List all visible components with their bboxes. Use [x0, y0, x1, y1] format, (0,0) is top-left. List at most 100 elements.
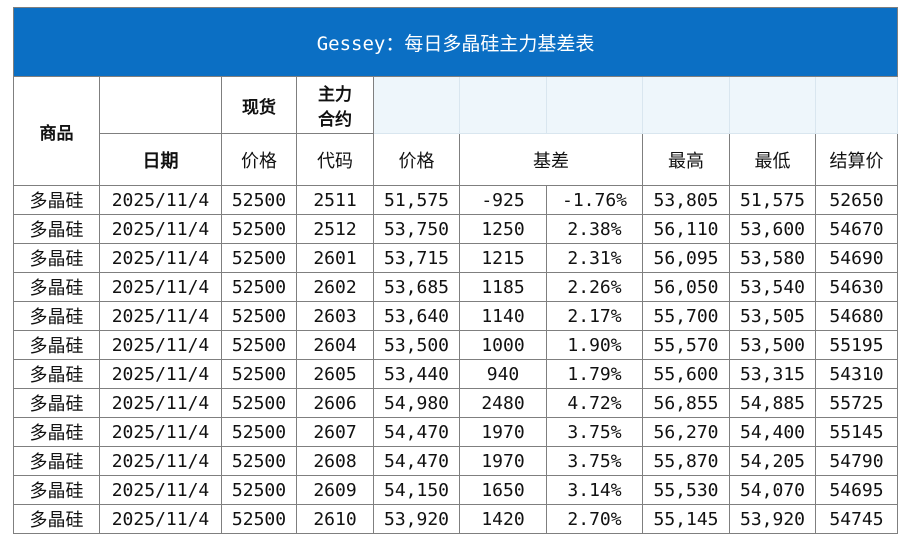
header-basis: 基差	[459, 133, 643, 186]
table-body: 多晶硅 2025/11/4 52500 2511 51,575 -925 -1.76% 53,…	[13, 185, 899, 534]
low-cell: 53,920	[729, 504, 816, 534]
basis-pct-cell: 2.31%	[546, 243, 643, 273]
date-cell: 2025/11/4	[99, 359, 222, 389]
contract-code-cell: 2605	[296, 359, 374, 389]
spot-price-cell: 52500	[221, 504, 297, 534]
table-row: 多晶硅 2025/11/4 52500 2512 53,750 1250 2.38% 56,1…	[13, 214, 899, 244]
product-cell: 多晶硅	[13, 417, 100, 447]
basis-pct-cell: 3.75%	[546, 417, 643, 447]
low-cell: 53,500	[729, 330, 816, 360]
basis-pct-cell: 1.79%	[546, 359, 643, 389]
contract-code-cell: 2512	[296, 214, 374, 244]
settle-cell: 55145	[814, 417, 899, 447]
high-cell: 55,600	[642, 359, 730, 389]
header-main-contract: 主力 合约	[296, 76, 374, 134]
basis-cell: 1185	[459, 272, 547, 302]
date-cell: 2025/11/4	[99, 185, 222, 215]
high-cell: 56,270	[642, 417, 730, 447]
low-cell: 54,885	[729, 388, 816, 418]
product-cell: 多晶硅	[13, 359, 100, 389]
settle-cell: 52650	[814, 185, 899, 215]
high-cell: 55,700	[642, 301, 730, 331]
product-cell: 多晶硅	[13, 185, 100, 215]
price-cell: 54,470	[373, 417, 460, 447]
spot-price-cell: 52500	[221, 417, 297, 447]
low-cell: 53,505	[729, 301, 816, 331]
header-blank	[546, 76, 643, 134]
basis-pct-cell: 1.90%	[546, 330, 643, 360]
header-low: 最低	[729, 133, 816, 186]
settle-cell: 54745	[814, 504, 899, 534]
basis-table: Gessey：每日多晶硅主力基差表 商品 现货 主力 合约 日期 价格 代码 价…	[12, 7, 899, 534]
spot-price-cell: 52500	[221, 330, 297, 360]
high-cell: 56,855	[642, 388, 730, 418]
header-blank	[642, 76, 730, 134]
high-cell: 53,805	[642, 185, 730, 215]
basis-pct-cell: 4.72%	[546, 388, 643, 418]
header-blank	[729, 76, 816, 134]
basis-cell: 2480	[459, 388, 547, 418]
date-cell: 2025/11/4	[99, 417, 222, 447]
contract-code-cell: 2602	[296, 272, 374, 302]
date-cell: 2025/11/4	[99, 475, 222, 505]
basis-cell: 940	[459, 359, 547, 389]
date-cell: 2025/11/4	[99, 214, 222, 244]
spot-price-cell: 52500	[221, 388, 297, 418]
header-code: 代码	[296, 133, 374, 186]
settle-cell: 54690	[814, 243, 899, 273]
basis-cell: 1420	[459, 504, 547, 534]
spot-price-cell: 52500	[221, 272, 297, 302]
header-product: 商品	[13, 76, 100, 186]
header-high: 最高	[642, 133, 730, 186]
date-cell: 2025/11/4	[99, 330, 222, 360]
settle-cell: 54310	[814, 359, 899, 389]
header-main-contract-line1: 主力	[318, 85, 352, 105]
high-cell: 55,530	[642, 475, 730, 505]
low-cell: 53,580	[729, 243, 816, 273]
table-row: 多晶硅 2025/11/4 52500 2607 54,470 1970 3.75% 56,2…	[13, 417, 899, 447]
low-cell: 54,070	[729, 475, 816, 505]
date-cell: 2025/11/4	[99, 504, 222, 534]
product-cell: 多晶硅	[13, 243, 100, 273]
basis-cell: 1650	[459, 475, 547, 505]
table-row: 多晶硅 2025/11/4 52500 2609 54,150 1650 3.14% 55,5…	[13, 475, 899, 505]
date-cell: 2025/11/4	[99, 272, 222, 302]
basis-pct-cell: -1.76%	[546, 185, 643, 215]
contract-code-cell: 2606	[296, 388, 374, 418]
table-row: 多晶硅 2025/11/4 52500 2610 53,920 1420 2.70% 55,1…	[13, 504, 899, 534]
basis-cell: 1250	[459, 214, 547, 244]
date-cell: 2025/11/4	[99, 388, 222, 418]
spot-price-cell: 52500	[221, 243, 297, 273]
low-cell: 53,540	[729, 272, 816, 302]
settle-cell: 54695	[814, 475, 899, 505]
price-cell: 53,685	[373, 272, 460, 302]
settle-cell: 54670	[814, 214, 899, 244]
product-cell: 多晶硅	[13, 272, 100, 302]
spot-price-cell: 52500	[221, 446, 297, 476]
header-date: 日期	[99, 133, 222, 186]
settle-cell: 54680	[814, 301, 899, 331]
spot-price-cell: 52500	[221, 185, 297, 215]
contract-code-cell: 2609	[296, 475, 374, 505]
basis-pct-cell: 3.75%	[546, 446, 643, 476]
price-cell: 54,980	[373, 388, 460, 418]
table-row: 多晶硅 2025/11/4 52500 2511 51,575 -925 -1.76% 53,…	[13, 185, 899, 215]
contract-code-cell: 2607	[296, 417, 374, 447]
high-cell: 55,570	[642, 330, 730, 360]
settle-cell: 54630	[814, 272, 899, 302]
price-cell: 54,470	[373, 446, 460, 476]
price-cell: 53,750	[373, 214, 460, 244]
high-cell: 56,095	[642, 243, 730, 273]
basis-cell: 1215	[459, 243, 547, 273]
header-price: 价格	[373, 133, 460, 186]
product-cell: 多晶硅	[13, 330, 100, 360]
high-cell: 55,145	[642, 504, 730, 534]
spot-price-cell: 52500	[221, 214, 297, 244]
price-cell: 53,715	[373, 243, 460, 273]
basis-pct-cell: 2.26%	[546, 272, 643, 302]
basis-pct-cell: 2.38%	[546, 214, 643, 244]
table-title: Gessey：每日多晶硅主力基差表	[12, 7, 899, 77]
product-cell: 多晶硅	[13, 475, 100, 505]
price-cell: 53,640	[373, 301, 460, 331]
settle-cell: 55195	[814, 330, 899, 360]
